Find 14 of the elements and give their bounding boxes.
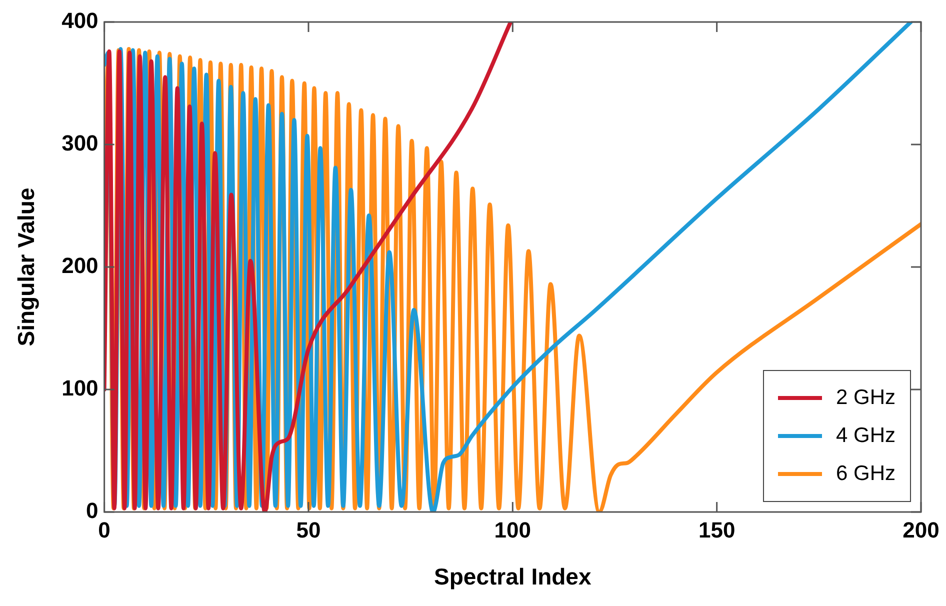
x-tick-label: 150 <box>698 517 736 542</box>
legend-label: 6 GHz <box>836 462 896 486</box>
y-tick-label: 200 <box>62 253 98 278</box>
legend-label: 2 GHz <box>836 386 896 410</box>
x-axis-title: Spectral Index <box>434 564 592 590</box>
y-axis-title: Singular Value <box>13 188 40 346</box>
x-tick-label: 200 <box>902 517 940 542</box>
x-tick-label: 50 <box>296 517 321 542</box>
y-tick-label: 0 <box>86 498 98 524</box>
legend-label: 4 GHz <box>836 424 896 448</box>
y-tick-label: 100 <box>62 376 98 401</box>
y-tick-label: 300 <box>62 130 98 156</box>
y-tick-label: 400 <box>62 8 98 34</box>
x-tick-label: 100 <box>494 517 532 542</box>
